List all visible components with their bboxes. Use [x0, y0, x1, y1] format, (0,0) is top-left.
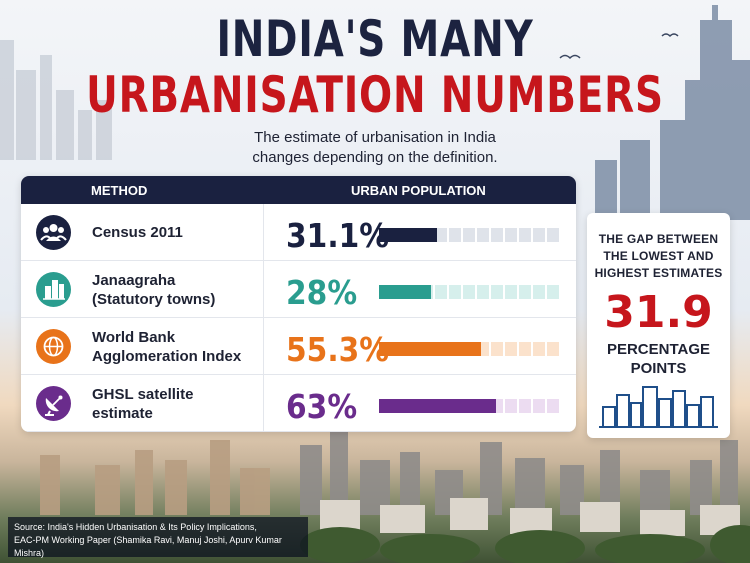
bar-fill [379, 399, 496, 413]
title-line-1: INDIA'S MANY [216, 10, 534, 68]
method-label-line-1: Census 2011 [92, 224, 183, 241]
bar-track-segment [477, 285, 489, 299]
gap-panel: THE GAP BETWEEN THE LOWEST AND HIGHEST E… [587, 213, 730, 438]
value-label: 55.3% [286, 330, 390, 369]
method-label: Census 2011 [92, 204, 262, 261]
method-label-line-1: GHSL satellite [92, 385, 194, 403]
urban-population-column-header: URBAN POPULATION [351, 183, 486, 198]
value-bar [379, 399, 564, 413]
bar-track-segment [463, 285, 475, 299]
gap-value: 31.9 [604, 287, 713, 338]
method-column-header: METHOD [91, 183, 148, 198]
row-divider [263, 204, 264, 261]
bar-track-segment [505, 399, 517, 413]
subtitle-line-2: changes depending on the definition. [252, 149, 498, 166]
bar-track-segment [519, 399, 531, 413]
row-divider [263, 261, 264, 318]
table-row: Census 2011 31.1% [21, 204, 576, 261]
bar-track-segment [477, 228, 489, 242]
subtitle: The estimate of urbanisation in India ch… [150, 128, 600, 168]
bar-track-segment [449, 228, 461, 242]
city-buildings-icon [36, 272, 71, 307]
bar-track-segment [463, 228, 475, 242]
people-group-icon [36, 215, 71, 250]
row-divider [263, 375, 264, 432]
bar-fill [379, 342, 481, 356]
satellite-dish-icon [36, 386, 71, 421]
value-label: 31.1% [286, 216, 390, 255]
table-header: METHOD URBAN POPULATION [21, 176, 576, 204]
value-bar [379, 228, 564, 242]
bar-track-segment [505, 342, 517, 356]
bar-track-segment [547, 285, 559, 299]
method-label-text: Census 2011 [92, 223, 183, 242]
method-label-line-2: (Statutory towns) [92, 290, 216, 308]
bar-track-segment [491, 228, 503, 242]
method-label-line-2: estimate [92, 404, 153, 422]
bar-track-segment [435, 285, 447, 299]
method-label: Janaagraha (Statutory towns) [92, 261, 262, 318]
gap-label-line-1: THE GAP BETWEEN [598, 232, 719, 246]
bar-track-segment [533, 342, 545, 356]
bar-track-segment [533, 399, 545, 413]
bar-track-segment [519, 285, 531, 299]
bar-fill [379, 285, 431, 299]
gap-label: THE GAP BETWEEN THE LOWEST AND HIGHEST E… [587, 231, 730, 282]
bar-track-segment [533, 228, 545, 242]
value-bar [379, 342, 564, 356]
bar-track-segment [491, 342, 503, 356]
gap-unit-line-1: PERCENTAGE [606, 341, 711, 358]
value-label: 28% [286, 273, 358, 312]
method-label-line-1: Janaagraha [92, 271, 176, 289]
method-label-text: World Bank Agglomeration Index [92, 328, 241, 366]
gap-label-line-2: THE LOWEST AND [603, 249, 714, 263]
gap-unit-line-2: POINTS [630, 360, 687, 377]
source-line-2: EAC-PM Working Paper (Shamika Ravi, Manu… [14, 535, 282, 558]
bar-track-segment [547, 342, 559, 356]
gap-unit: PERCENTAGE POINTS [587, 340, 730, 378]
urbanisation-table: METHOD URBAN POPULATION Census 2011 31.1%… [21, 176, 576, 432]
method-label: GHSL satellite estimate [92, 375, 262, 432]
gap-label-line-3: HIGHEST ESTIMATES [594, 266, 723, 280]
row-divider [263, 318, 264, 375]
table-row: GHSL satellite estimate 63% [21, 375, 576, 432]
table-row: Janaagraha (Statutory towns) 28% [21, 261, 576, 318]
bar-track-segment [491, 285, 503, 299]
method-label-text: GHSL satellite estimate [92, 385, 193, 423]
bar-track-segment [449, 285, 461, 299]
method-label: World Bank Agglomeration Index [92, 318, 262, 375]
bar-fill [379, 228, 437, 242]
subtitle-line-1: The estimate of urbanisation in India [254, 129, 496, 146]
table-row: World Bank Agglomeration Index 55.3% [21, 318, 576, 375]
method-label-text: Janaagraha (Statutory towns) [92, 271, 215, 309]
bar-track-segment [547, 399, 559, 413]
bar-track-segment [533, 285, 545, 299]
bar-track-segment [519, 228, 531, 242]
value-bar [379, 285, 564, 299]
method-label-line-1: World Bank [92, 328, 176, 346]
source-line-1: Source: India's Hidden Urbanisation & It… [14, 522, 257, 532]
bar-track-segment [519, 342, 531, 356]
title-line-2: URBANISATION NUMBERS [86, 66, 664, 124]
value-label: 63% [286, 387, 358, 426]
city-outline-icon [599, 386, 718, 428]
bar-track-segment [435, 228, 447, 242]
source-note: Source: India's Hidden Urbanisation & It… [8, 517, 308, 558]
bar-track-segment [505, 228, 517, 242]
globe-icon [36, 329, 71, 364]
method-label-line-2: Agglomeration Index [92, 347, 242, 365]
bar-track-segment [505, 285, 517, 299]
bar-track-segment [547, 228, 559, 242]
